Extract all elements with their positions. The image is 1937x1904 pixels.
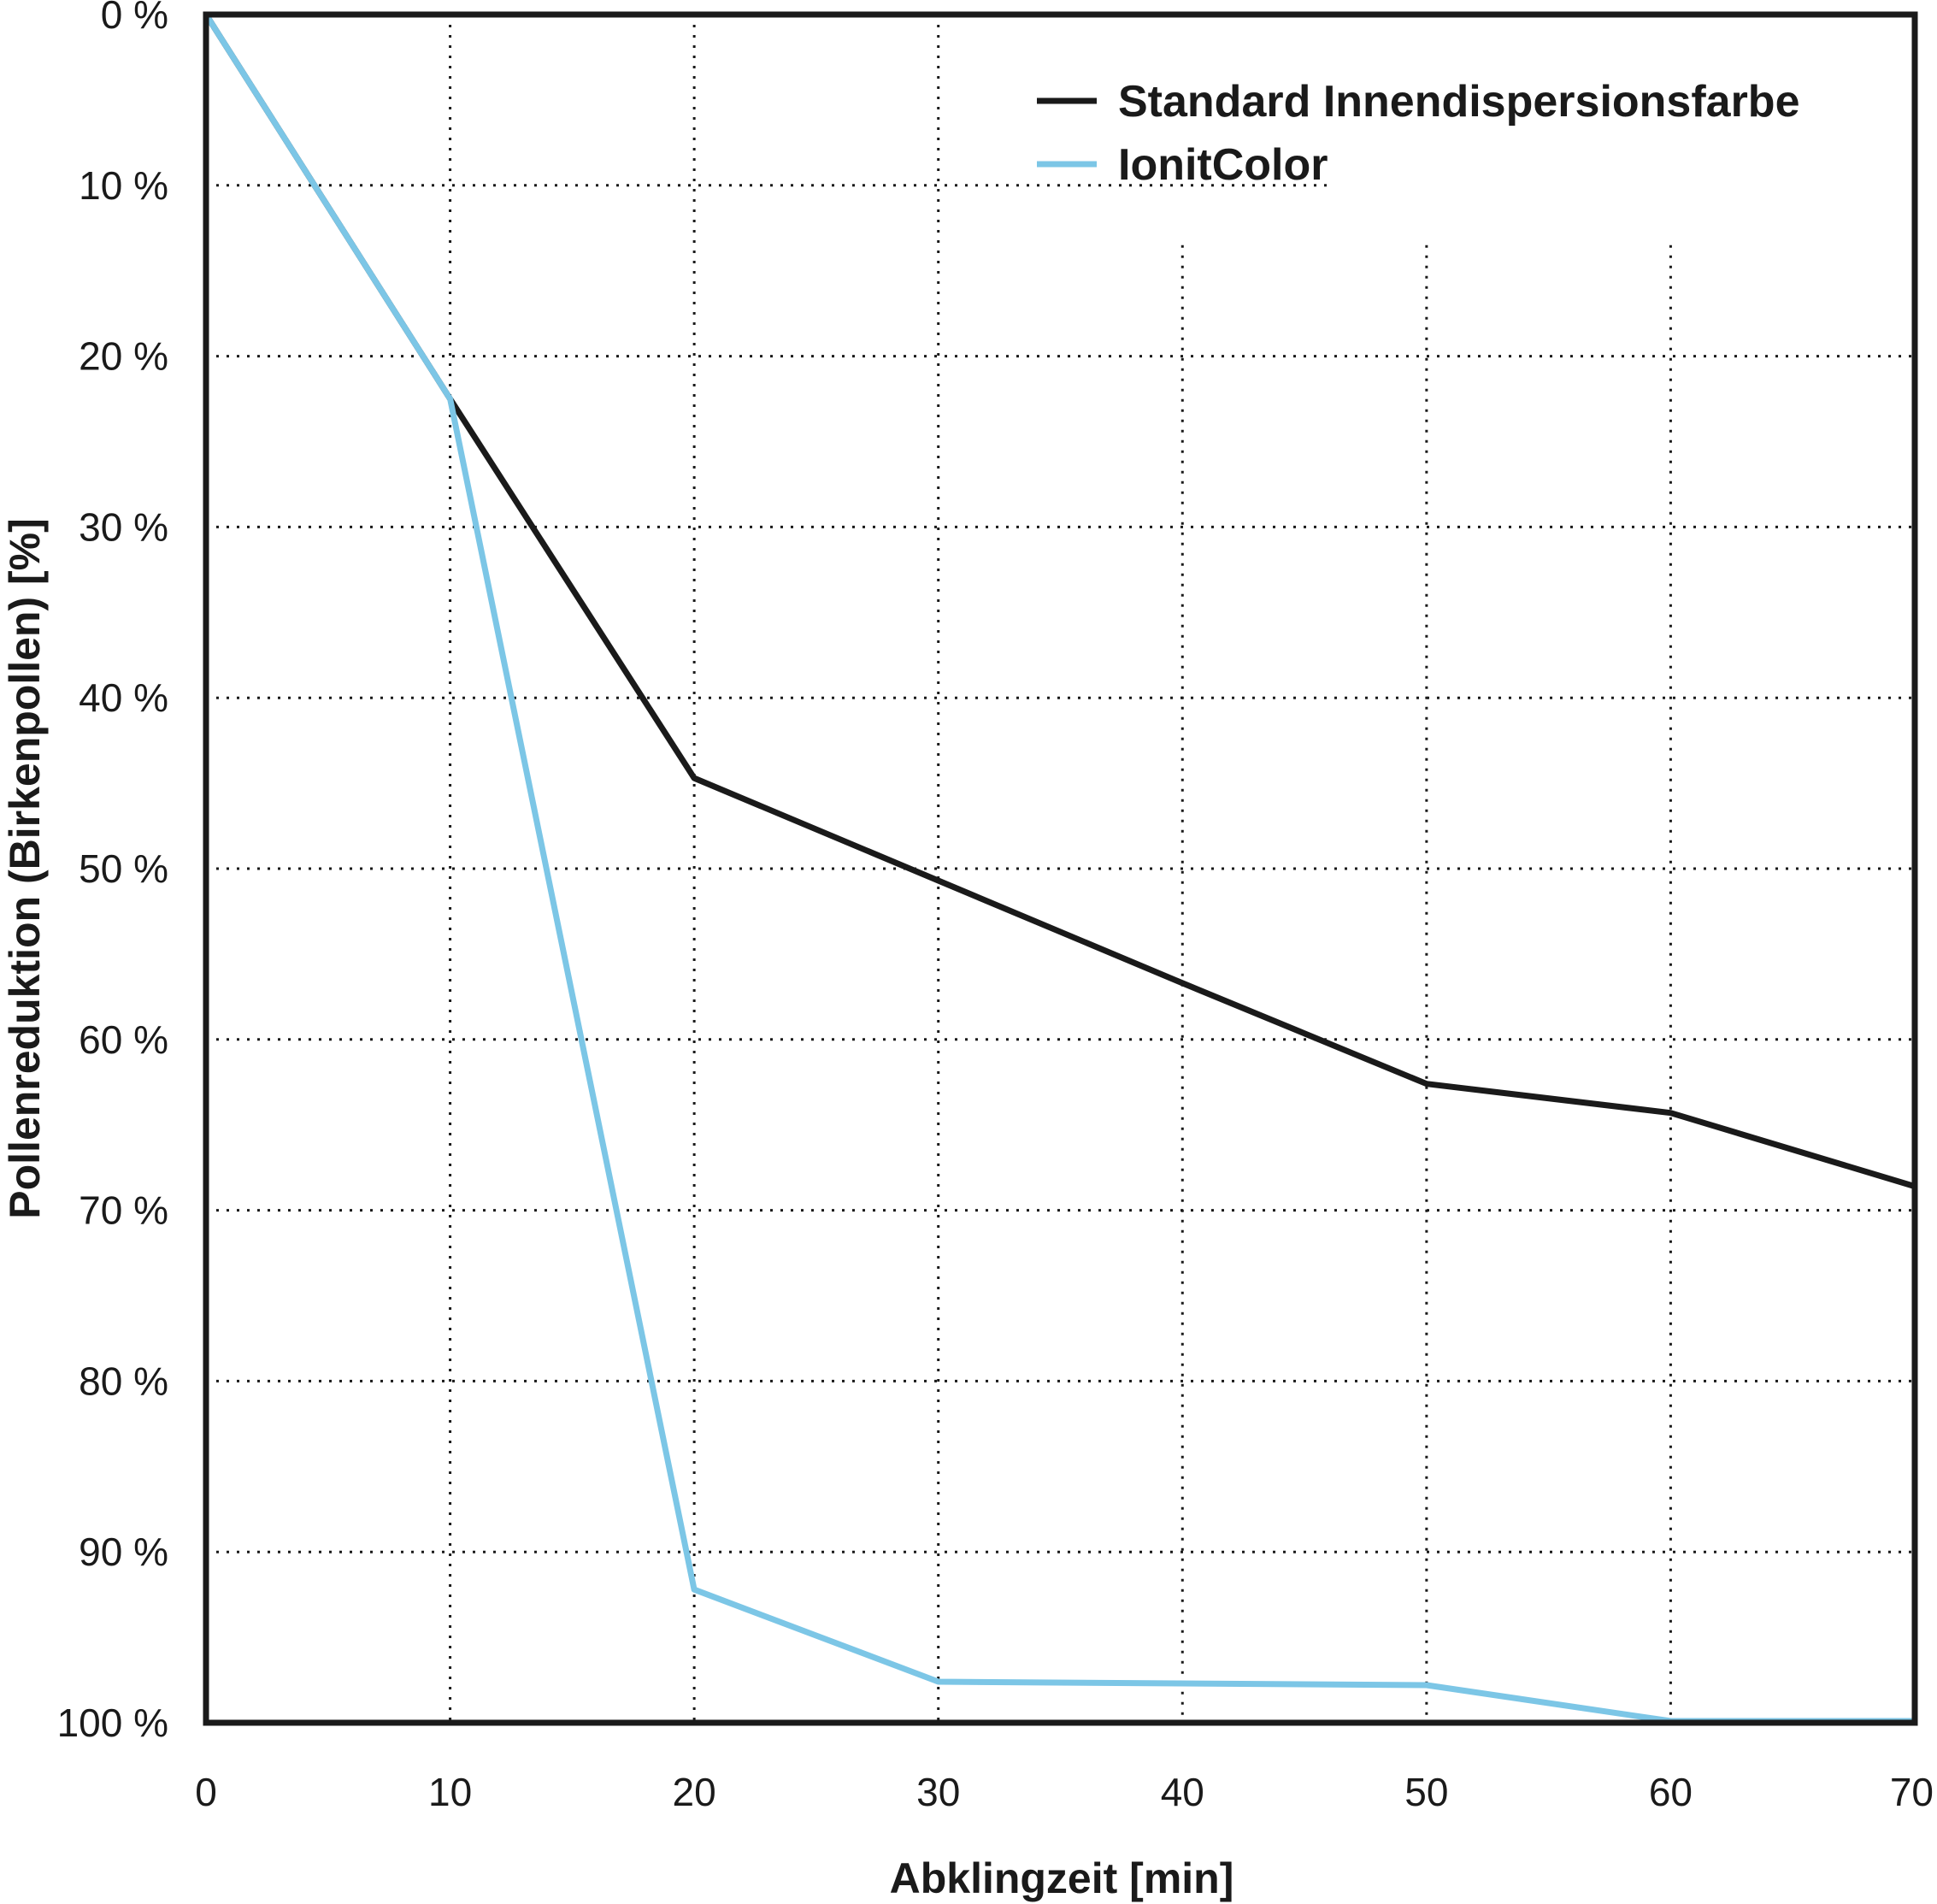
series-line-0 (203, 13, 1916, 1189)
y-tick-label: 0 % (101, 0, 168, 37)
y-tick-label: 40 % (79, 675, 168, 720)
series-lines (203, 13, 1916, 1724)
x-tick-label: 30 (916, 1770, 960, 1814)
x-tick-label: 0 (195, 1770, 217, 1814)
x-tick-label: 60 (1649, 1770, 1693, 1814)
x-tick-label: 70 (1890, 1770, 1934, 1814)
x-axis-title: Abklingzeit [min] (890, 1854, 1234, 1902)
x-tick-label: 20 (673, 1770, 716, 1814)
x-tick-labels: 0 10 20 30 40 50 60 70 (195, 1770, 1934, 1814)
x-tick-label: 10 (428, 1770, 472, 1814)
y-tick-label: 90 % (79, 1530, 168, 1574)
y-tick-label: 60 % (79, 1017, 168, 1062)
legend: Standard Innendispersionsfarbe IonitColo… (1037, 77, 1800, 190)
y-tick-label: 70 % (79, 1188, 168, 1233)
grid-lines (206, 15, 1915, 1723)
x-tick-label: 50 (1404, 1770, 1448, 1814)
y-axis-title: Pollenreduktion (Birkenpollen) [%] (1, 518, 49, 1218)
y-tick-label: 80 % (79, 1359, 168, 1403)
y-tick-labels: 0 % 10 % 20 % 30 % 40 % 50 % 60 % 70 % 80 % 90 % 1… (57, 0, 168, 1745)
plot-frame (203, 11, 1918, 1726)
legend-label-standard: Standard Innendispersionsfarbe (1118, 77, 1800, 127)
legend-label-ionitcolor: IonitColor (1118, 140, 1328, 190)
y-tick-label: 20 % (79, 334, 168, 379)
y-tick-label: 10 % (79, 163, 168, 208)
y-tick-label: 100 % (57, 1701, 168, 1745)
series-line-1 (203, 13, 1915, 1724)
x-tick-label: 40 (1161, 1770, 1204, 1814)
y-tick-label: 30 % (79, 504, 168, 549)
y-tick-label: 50 % (79, 846, 168, 891)
